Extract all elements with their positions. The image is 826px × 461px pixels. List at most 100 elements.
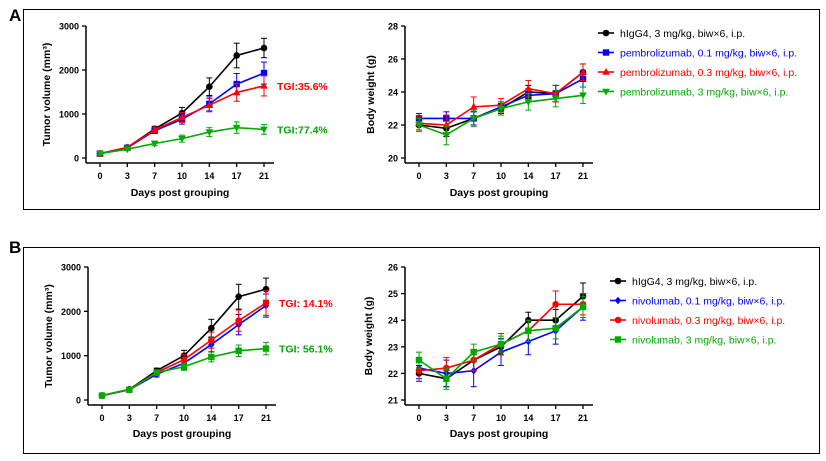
legend-marker (614, 277, 622, 285)
legend-marker (602, 49, 610, 56)
y-tick-label: 0 (76, 396, 81, 406)
x-axis-label: Days post grouping (450, 428, 549, 440)
y-tick-label: 2000 (59, 66, 79, 76)
x-tick-label: 17 (234, 413, 244, 423)
x-tick-label: 0 (99, 413, 104, 423)
x-tick-label: 14 (523, 171, 533, 181)
x-tick-label: 3 (444, 413, 449, 423)
x-axis-label: Days post grouping (450, 187, 549, 199)
legend-marker (602, 88, 610, 96)
data-point (208, 336, 215, 344)
data-point (470, 348, 477, 356)
data-point (205, 129, 214, 137)
panel-b-frame (23, 247, 820, 454)
data-point (415, 367, 423, 375)
data-point (126, 386, 133, 394)
y-tick-label: 26 (388, 55, 398, 65)
data-point (469, 115, 478, 123)
series-group (96, 121, 268, 158)
data-point (579, 68, 587, 75)
series-group (98, 289, 270, 399)
y-tick-label: 0 (74, 154, 79, 164)
legend-marker (614, 336, 622, 343)
data-point (525, 327, 532, 335)
y-axis-label: Body weight (g) (363, 297, 375, 376)
legend-entry: nivolumab, 3 mg/kg, biw×6, i.p. (632, 334, 776, 346)
x-tick-label: 10 (496, 413, 506, 423)
y-tick-label: 3000 (59, 22, 79, 32)
y-axis-label: Tumor volume (mm³) (43, 284, 55, 388)
x-tick-label: 14 (523, 413, 533, 423)
data-point (552, 324, 559, 332)
data-point (96, 150, 104, 158)
data-point (150, 140, 159, 148)
x-tick-label: 0 (416, 413, 421, 423)
x-tick-label: 10 (179, 413, 189, 423)
x-tick-label: 0 (97, 171, 102, 181)
data-point (180, 356, 188, 363)
x-tick-label: 17 (551, 171, 561, 181)
legend-marker (614, 316, 622, 324)
data-point (524, 99, 533, 106)
legend-entry: pembrolizumab, 3 mg/kg, biw×6, i.p. (620, 86, 788, 98)
tgi-annotation: TGI:77.4% (277, 124, 328, 136)
tgi-annotation: TGI: 56.1% (279, 344, 333, 356)
x-tick-label: 3 (127, 413, 132, 423)
y-tick-label: 1000 (61, 351, 81, 361)
legend-entry: hIgG4, 3 mg/kg, biw×6, i.p. (620, 28, 745, 40)
legend-entry: nivolumab, 0.1 mg/kg, biw×6, i.p. (632, 295, 785, 307)
x-tick-label: 7 (154, 413, 159, 423)
x-tick-label: 10 (496, 171, 506, 181)
y-tick-label: 28 (388, 22, 398, 32)
x-tick-label: 3 (125, 171, 130, 181)
data-point (262, 299, 270, 307)
y-tick-label: 2000 (61, 307, 81, 317)
data-point (469, 102, 478, 110)
x-tick-label: 10 (177, 171, 187, 181)
data-point (153, 369, 160, 376)
x-tick-label: 21 (259, 171, 269, 181)
data-point (205, 101, 214, 108)
y-tick-label: 22 (388, 369, 398, 379)
y-tick-label: 26 (388, 263, 398, 273)
data-point (260, 81, 268, 89)
data-point (442, 132, 451, 139)
data-point (178, 113, 186, 121)
x-axis-label: Days post grouping (133, 428, 232, 440)
series-group (415, 63, 587, 136)
series-group (98, 341, 270, 399)
legend-entry: hIgG4, 3 mg/kg, biw×6, i.p. (632, 276, 757, 288)
data-point (180, 363, 188, 370)
y-tick-label: 20 (388, 154, 398, 164)
y-tick-label: 1000 (59, 110, 79, 120)
legend-marker (602, 68, 610, 75)
x-tick-label: 14 (206, 413, 216, 423)
x-tick-label: 3 (444, 171, 449, 181)
data-point (208, 353, 215, 361)
x-tick-label: 7 (152, 171, 157, 181)
y-tick-label: 24 (388, 316, 398, 326)
y-tick-label: 24 (388, 88, 398, 98)
data-point (443, 375, 450, 382)
data-point (123, 146, 132, 154)
data-point (579, 92, 587, 100)
data-point (232, 124, 241, 132)
tgi-annotation: TGI: 14.1% (279, 298, 333, 310)
legend-entry: pembrolizumab, 0.1 mg/kg, biw×6, i.p. (620, 47, 797, 59)
series-group (415, 86, 587, 146)
data-point (235, 347, 242, 354)
x-axis-label: Days post grouping (131, 187, 230, 199)
data-point (235, 317, 242, 324)
y-tick-label: 23 (388, 342, 398, 352)
series-line (101, 288, 267, 397)
x-tick-label: 0 (416, 171, 421, 181)
panel-letter-a: A (9, 6, 22, 25)
data-point (415, 122, 423, 129)
data-point (260, 44, 268, 52)
data-point (235, 293, 242, 301)
series-group (415, 295, 587, 390)
data-point (415, 356, 423, 364)
data-point (579, 303, 587, 311)
y-tick-label: 3000 (61, 263, 81, 273)
